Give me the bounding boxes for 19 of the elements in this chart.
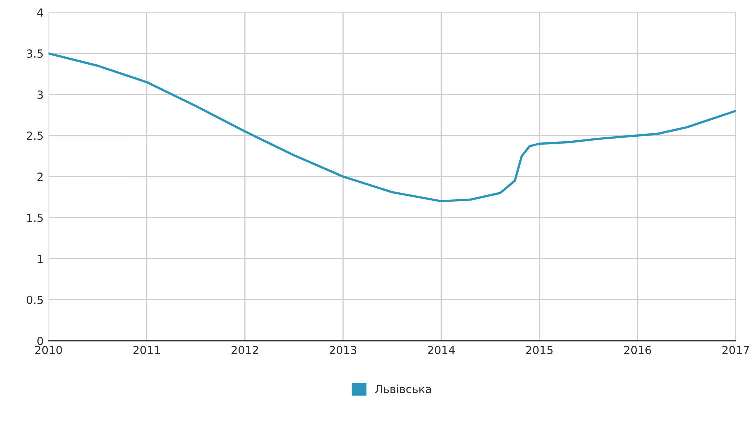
y-tick-label: 0.5 xyxy=(27,296,43,304)
x-tick-label: 2014 xyxy=(428,346,455,354)
legend-label: Львівська xyxy=(375,384,432,394)
y-tick-label: 3 xyxy=(38,90,44,100)
x-tick-label: 2017 xyxy=(722,346,750,354)
x-tick-label: 2011 xyxy=(134,346,160,354)
y-tick-label: 3.5 xyxy=(27,50,43,58)
x-tick-label: 2015 xyxy=(526,346,553,354)
x-tick-label: 2013 xyxy=(330,346,357,354)
y-tick-label: 2 xyxy=(38,172,43,182)
y-tick-label: 4 xyxy=(37,8,44,17)
x-tick-label: 2010 xyxy=(35,346,62,354)
y-tick-label: 2.5 xyxy=(27,132,43,140)
y-tick-label: 0 xyxy=(38,336,44,346)
x-tick-label: 2012 xyxy=(232,346,258,354)
y-tick-label: 1 xyxy=(38,255,43,264)
line-series xyxy=(48,52,736,203)
y-tick-label: 1.5 xyxy=(28,214,43,222)
x-tick-label: 2016 xyxy=(624,346,652,354)
